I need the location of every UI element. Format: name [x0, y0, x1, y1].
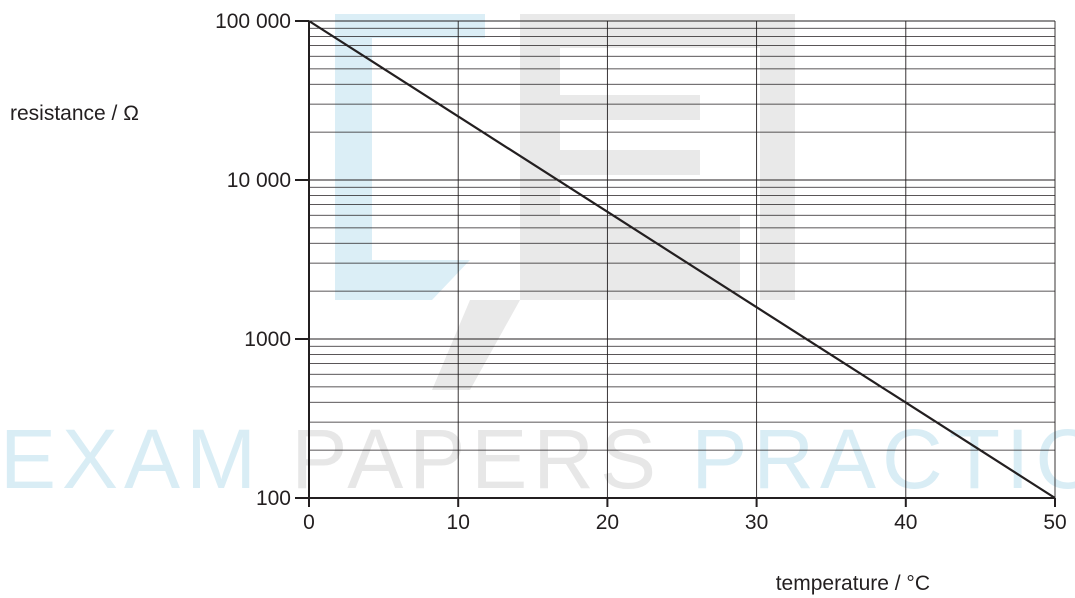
- watermark-text: EXAM PAPERS PRACTICE: [0, 412, 1075, 506]
- x-tick-label: 30: [745, 511, 768, 534]
- watermark-logo-right: [520, 14, 795, 300]
- x-tick-label: 0: [303, 511, 315, 534]
- x-tick-label: 10: [447, 511, 470, 534]
- y-axis-title: resistance / Ω: [10, 102, 139, 125]
- watermark-text-2: PAPERS: [291, 412, 691, 506]
- watermark-logo-left: [335, 14, 485, 300]
- x-axis-title: temperature / °C: [776, 572, 930, 595]
- series-group: [308, 20, 1056, 499]
- y-tick-label: 1000: [244, 328, 291, 351]
- x-tick-label: 20: [596, 511, 619, 534]
- x-tick-label: 40: [894, 511, 917, 534]
- y-tick-label: 100: [256, 487, 291, 510]
- grid: [308, 20, 1056, 499]
- watermark-logo: [335, 14, 795, 390]
- x-tick-label: 50: [1043, 511, 1066, 534]
- watermark-text-1: EXAM: [0, 412, 291, 506]
- watermark-logo-slash: [432, 300, 520, 390]
- series-line: [308, 20, 1056, 499]
- y-tick-label: 10 000: [227, 169, 291, 192]
- axes: [295, 20, 1056, 507]
- tick-labels: 100 1000 10 000 100 000 0 10 20 30 40 50: [215, 10, 1067, 534]
- y-tick-label: 100 000: [215, 10, 291, 33]
- watermark-text-3: PRACTICE: [691, 412, 1075, 506]
